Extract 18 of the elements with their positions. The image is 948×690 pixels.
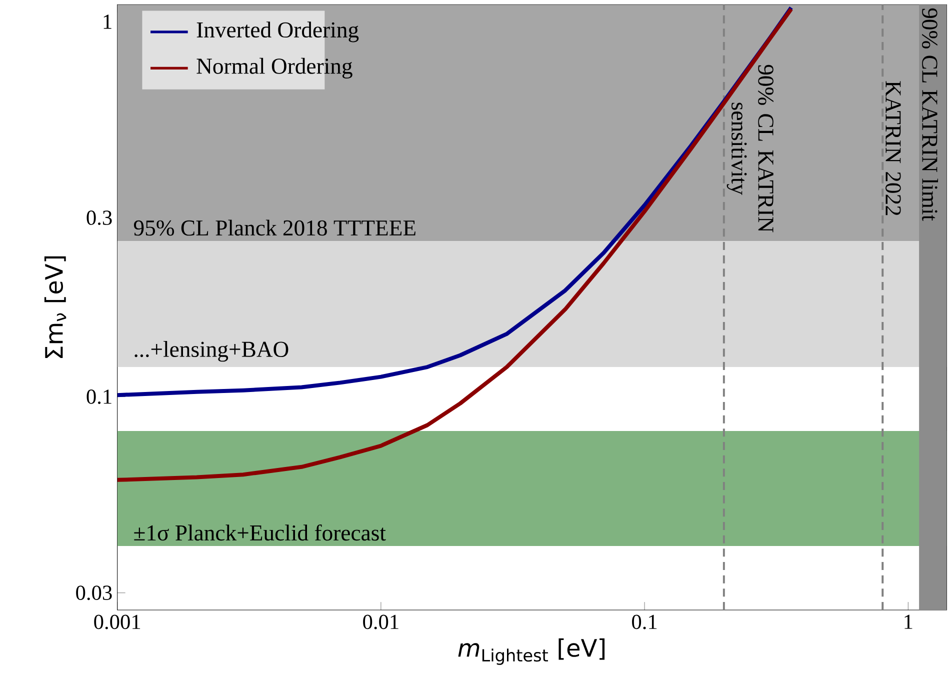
x-axis-title: m$_{Lightest}$ [eV] [458,638,605,665]
band-label: 90% CL KATRIN limit [922,8,938,221]
x-tick-label: 0.1 [632,614,657,630]
legend-label: Inverted Ordering [196,22,359,42]
y-tick-label: 0.3 [86,210,112,226]
band-label: ±1σ Planck+Euclid forecast [134,524,386,541]
ref-line-label: 90% CL KATRIN sensitivity [726,64,774,232]
band-label: ...+lensing+BAO [134,341,288,362]
y-tick-label: 0.1 [86,389,112,404]
x-tick-label: 0.001 [94,614,140,630]
y-tick-label: 0.03 [76,586,112,600]
y-axis-title: Σm$_{ν}$ [eV] [44,256,66,358]
legend-label: Normal Ordering [196,58,352,79]
band-label: 95% CL Planck 2018 TTTEEE [134,220,416,236]
ref-line-label: KATRIN 2022 [886,81,901,216]
x-tick-label: 0.01 [363,614,398,630]
x-tick-label: 1 [904,614,912,629]
y-tick-label: 1 [104,14,112,29]
